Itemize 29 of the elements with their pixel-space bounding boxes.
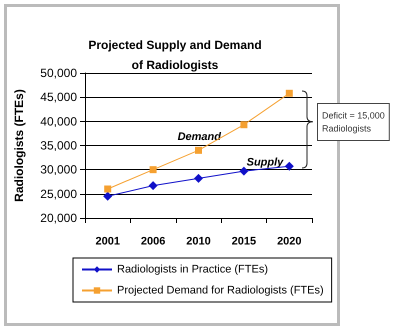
x-tick-label: 2020 — [277, 236, 302, 248]
annotation: Supply — [246, 156, 284, 168]
point — [240, 121, 248, 128]
x-tick-label: 2001 — [95, 236, 120, 248]
point — [239, 166, 248, 176]
legend-label: Radiologists in Practice (FTEs) — [117, 264, 268, 276]
legend-label: Projected Demand for Radiologists (FTEs) — [117, 284, 324, 296]
point — [148, 181, 158, 190]
x-tick-label: 2010 — [186, 236, 211, 248]
point — [194, 174, 203, 183]
y-tick-label: 25,000 — [40, 186, 78, 201]
point — [286, 90, 293, 97]
text: Deficit = 15,000 Radiologists — [322, 110, 385, 134]
point — [195, 146, 202, 154]
x-tick-label: 2015 — [232, 236, 256, 248]
y-tick-label: 35,000 — [40, 138, 78, 152]
point — [104, 186, 112, 192]
y-tick-label: 20,000 — [40, 211, 78, 225]
chart-title: Projected Supply and Demand of Radiologists — [88, 38, 262, 72]
annotation: Demand — [178, 131, 222, 143]
point — [150, 166, 157, 174]
y-tick-label: 30,000 — [40, 162, 78, 177]
point — [284, 162, 294, 171]
x-tick-label: 2006 — [140, 236, 166, 248]
y-tick-label: 50,000 — [40, 66, 78, 80]
point — [103, 192, 112, 201]
y-tick-label: 40,000 — [40, 114, 78, 128]
y-tick-label: 45,000 — [40, 90, 78, 104]
y-axis-title: Radiologists (FTEs) — [12, 89, 26, 202]
